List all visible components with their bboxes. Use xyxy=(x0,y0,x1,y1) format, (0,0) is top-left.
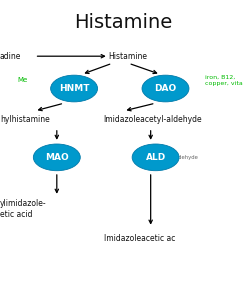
Ellipse shape xyxy=(51,75,98,102)
Text: ALD: ALD xyxy=(145,153,166,162)
Text: hylhistamine: hylhistamine xyxy=(0,115,50,124)
Text: iron, B12,
copper, vita: iron, B12, copper, vita xyxy=(205,74,243,86)
Text: ylimidazole-
etic acid: ylimidazole- etic acid xyxy=(0,199,47,219)
Ellipse shape xyxy=(33,144,80,171)
Text: HNMT: HNMT xyxy=(59,84,89,93)
Ellipse shape xyxy=(132,144,179,171)
Text: Imidazoleacetyl-aldehyde: Imidazoleacetyl-aldehyde xyxy=(104,115,202,124)
Text: Histamine: Histamine xyxy=(74,13,173,32)
Text: Aldehyde: Aldehyde xyxy=(174,155,199,160)
Text: adine: adine xyxy=(0,52,21,61)
Text: MAO: MAO xyxy=(45,153,69,162)
Text: Histamine: Histamine xyxy=(109,52,148,61)
Text: Imidazoleacetic ac: Imidazoleacetic ac xyxy=(104,234,175,243)
Text: Me: Me xyxy=(17,77,27,83)
Text: DAO: DAO xyxy=(154,84,177,93)
Ellipse shape xyxy=(142,75,189,102)
